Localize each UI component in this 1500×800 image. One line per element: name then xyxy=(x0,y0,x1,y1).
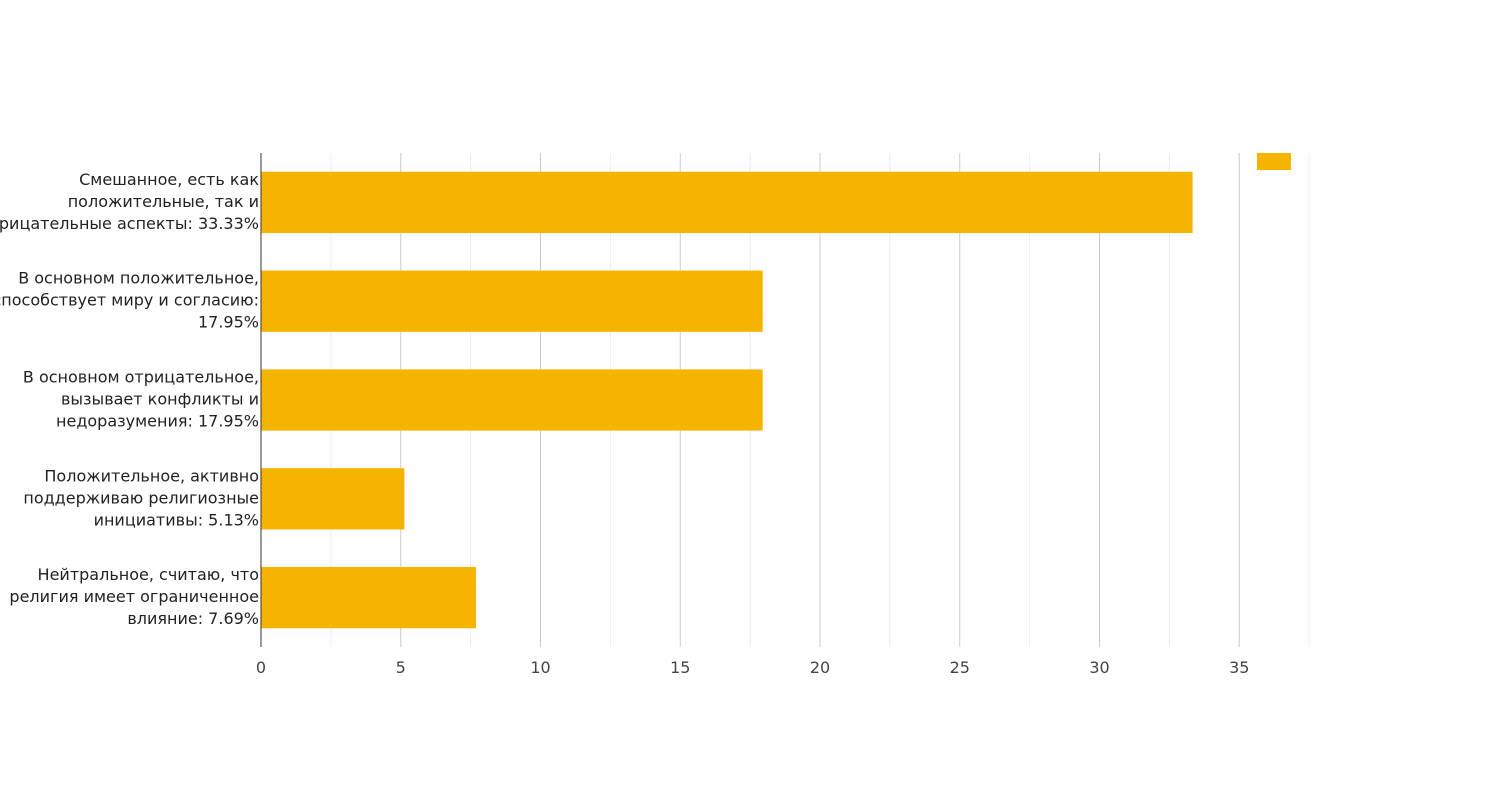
category-label: инициативы: 5.13% xyxy=(94,510,259,529)
bar xyxy=(261,369,763,431)
grid-lines xyxy=(330,153,1310,647)
category-label: влияние: 7.69% xyxy=(127,609,259,628)
x-tick-label: 30 xyxy=(1089,658,1109,677)
category-labels: Смешанное, есть как положительные, так и о… xyxy=(0,170,259,628)
x-tick-label: 25 xyxy=(950,658,970,677)
category-label: религия имеет ограниченное xyxy=(9,587,259,606)
category-label: В основном положительное, xyxy=(18,269,259,288)
tick-labels: 0 5 10 15 20 25 30 35 xyxy=(256,658,1250,677)
category-label: отрицательные аспекты: 33.33% xyxy=(0,214,259,233)
category-label: недоразумения: 17.95% xyxy=(56,412,259,431)
x-tick-label: 10 xyxy=(530,658,550,677)
category-label: вызывает конфликты и xyxy=(61,390,259,409)
x-tick-label: 15 xyxy=(670,658,690,677)
category-label: 17.95% xyxy=(198,313,259,332)
category-label: способствует миру и согласию: xyxy=(0,291,259,310)
bars xyxy=(261,171,1193,629)
bar xyxy=(261,468,405,530)
category-label: поддерживаю религиозные xyxy=(23,488,259,507)
category-label: Нейтральное, считаю, что xyxy=(38,565,259,584)
x-tick-label: 0 xyxy=(256,658,266,677)
legend-swatch xyxy=(1257,153,1291,170)
category-label: В основном отрицательное, xyxy=(23,368,259,387)
bar xyxy=(261,270,763,332)
category-label: Смешанное, есть как xyxy=(79,170,259,189)
bar xyxy=(261,566,476,629)
bar xyxy=(261,171,1193,234)
category-label: положительные, так и xyxy=(68,192,259,211)
legend xyxy=(1257,153,1291,170)
category-label: Положительное, активно xyxy=(44,466,259,485)
x-tick-label: 35 xyxy=(1229,658,1249,677)
x-tick-label: 5 xyxy=(396,658,406,677)
x-tick-label: 20 xyxy=(810,658,830,677)
